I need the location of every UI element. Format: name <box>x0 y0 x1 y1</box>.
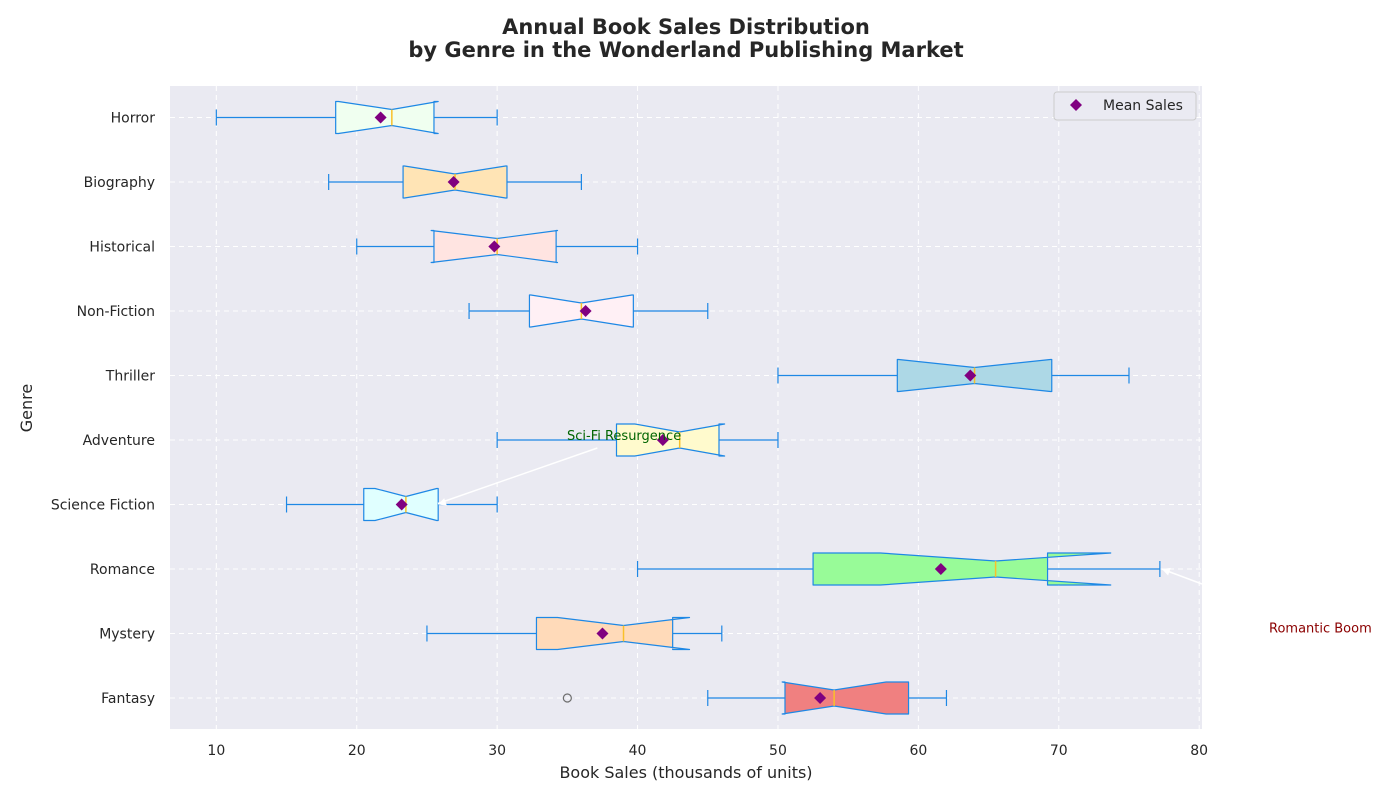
y-tick-label-historical: Historical <box>89 240 155 256</box>
annotation-label-sci-fi-resurgence: Sci-Fi Resurgence <box>567 429 681 444</box>
x-tick-label: 80 <box>1190 743 1208 759</box>
x-axis-label: Book Sales (thousands of units) <box>559 763 812 782</box>
chart-title-line-2: by Genre in the Wonderland Publishing Ma… <box>408 38 963 62</box>
y-axis-label: Genre <box>17 384 36 432</box>
y-tick-label-fantasy: Fantasy <box>101 691 155 707</box>
y-tick-label-mystery: Mystery <box>99 627 155 643</box>
legend-label-mean-sales: Mean Sales <box>1103 98 1183 114</box>
x-tick-label: 50 <box>769 743 787 759</box>
x-tick-label: 60 <box>909 743 927 759</box>
y-tick-label-romance: Romance <box>90 562 155 578</box>
y-tick-labels: Fantasy Mystery Romance Science Fiction Adve… <box>51 111 155 708</box>
x-tick-label: 10 <box>207 743 225 759</box>
x-tick-label: 40 <box>629 743 647 759</box>
legend: Mean Sales <box>1054 92 1196 120</box>
chart-title-line-1: Annual Book Sales Distribution <box>502 15 870 39</box>
y-tick-label-adventure: Adventure <box>83 433 155 449</box>
y-tick-label-thriller: Thriller <box>105 369 155 385</box>
x-tick-labels: 10 20 30 40 50 60 70 80 <box>207 743 1208 759</box>
y-tick-label-biography: Biography <box>84 175 155 191</box>
annotation-label-romantic-boom: Romantic Boom <box>1269 622 1372 637</box>
x-tick-label: 30 <box>488 743 506 759</box>
y-tick-label-science-fiction: Science Fiction <box>51 498 155 514</box>
x-tick-label: 70 <box>1050 743 1068 759</box>
y-tick-label-non-fiction: Non-Fiction <box>77 304 155 320</box>
x-tick-label: 20 <box>348 743 366 759</box>
y-tick-label-horror: Horror <box>111 111 156 127</box>
